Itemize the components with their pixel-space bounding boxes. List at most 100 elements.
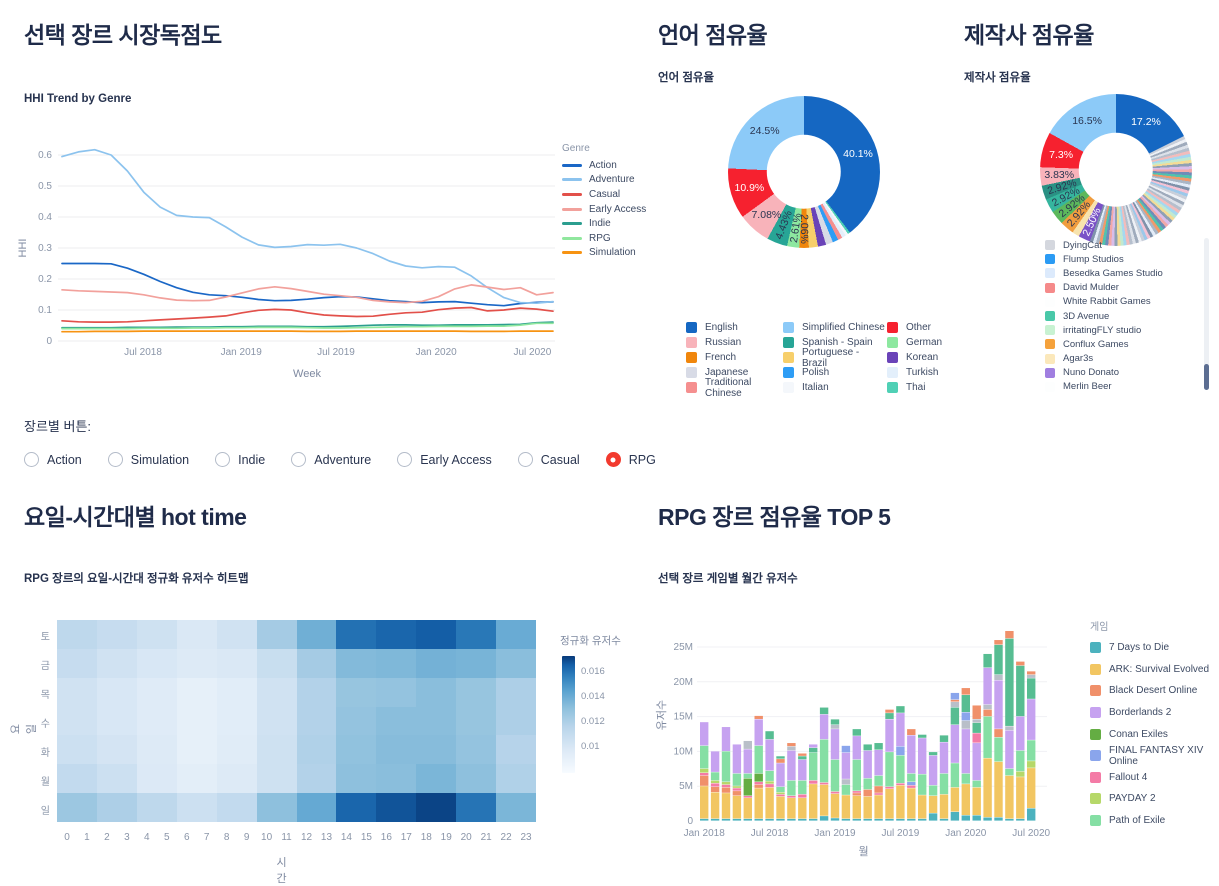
bar-segment[interactable] [950, 787, 960, 812]
bar-segment[interactable] [754, 784, 763, 788]
heatmap-cell[interactable] [136, 764, 177, 794]
bar-segment[interactable] [874, 786, 883, 793]
heatmap-cell[interactable] [496, 764, 537, 794]
bar-segment[interactable] [754, 715, 763, 719]
bar-segment[interactable] [950, 692, 960, 700]
heatmap-cell[interactable] [496, 677, 537, 707]
bar-segment[interactable] [852, 795, 861, 819]
bar-segment[interactable] [765, 770, 774, 781]
heatmap-cell[interactable] [216, 648, 257, 678]
bar-segment[interactable] [961, 729, 970, 774]
heatmap-cell[interactable] [336, 764, 377, 794]
heatmap-cell[interactable] [376, 648, 417, 678]
bar-segment[interactable] [994, 644, 1003, 675]
bar-segment[interactable] [1005, 726, 1014, 731]
heatmap-cell[interactable] [57, 648, 97, 678]
radio-option-rpg[interactable]: RPG [605, 452, 656, 467]
bar-segment[interactable] [918, 774, 927, 795]
bar-segment[interactable] [994, 674, 1003, 681]
bar-segment[interactable] [918, 738, 927, 774]
bar-segment[interactable] [700, 818, 709, 821]
bar-segment[interactable] [950, 763, 960, 788]
bar-segment[interactable] [841, 779, 851, 785]
bar-segment[interactable] [950, 724, 960, 763]
bar-segment[interactable] [743, 818, 752, 821]
bar-segment[interactable] [841, 784, 851, 795]
bar-segment[interactable] [743, 778, 752, 796]
bar-segment[interactable] [874, 750, 883, 776]
bar-segment[interactable] [743, 795, 752, 798]
bar-segment[interactable] [1016, 716, 1025, 751]
bar-segment[interactable] [961, 695, 970, 713]
bar-segment[interactable] [787, 818, 796, 821]
bar-segment[interactable] [983, 704, 992, 710]
bar-segment[interactable] [863, 818, 872, 821]
bar-segment[interactable] [928, 755, 938, 786]
bar-segment[interactable] [907, 788, 916, 819]
bar-segment[interactable] [732, 818, 742, 821]
bar-segment[interactable] [819, 782, 829, 785]
bar-segment[interactable] [841, 818, 851, 821]
series-line-rpg[interactable] [61, 322, 554, 330]
bar-segment[interactable] [874, 818, 883, 821]
bar-segment[interactable] [798, 756, 807, 760]
heatmap-cell[interactable] [96, 764, 137, 794]
bar-segment[interactable] [863, 778, 872, 790]
bar-segment[interactable] [972, 743, 981, 781]
heatmap-cell[interactable] [256, 764, 297, 794]
bar-segment[interactable] [776, 759, 785, 763]
legend-item-polish[interactable]: Polish [783, 365, 887, 380]
bar-segment[interactable] [830, 719, 840, 725]
bar-segment[interactable] [907, 782, 916, 786]
legend-item-german[interactable]: German [887, 335, 977, 350]
legend-item-path-of-exile[interactable]: Path of Exile [1090, 810, 1219, 832]
legend-item-besedka-games-studio[interactable]: Besedka Games Studio [1045, 266, 1163, 280]
bar-segment[interactable] [918, 734, 927, 738]
bar-segment[interactable] [983, 817, 992, 821]
bar-segment[interactable] [754, 745, 763, 774]
bar-segment[interactable] [950, 811, 960, 821]
bar-segment[interactable] [721, 787, 731, 793]
bar-segment[interactable] [983, 653, 992, 668]
radio-circle[interactable] [107, 452, 123, 467]
bar-segment[interactable] [700, 722, 709, 746]
bar-segment[interactable] [1005, 638, 1014, 726]
heatmap-cell[interactable] [336, 706, 377, 736]
genre-radio-group[interactable]: Action Simulation Indie Adventure Early Acce… [24, 452, 656, 467]
radio-circle[interactable] [605, 452, 621, 467]
hhi-line-chart[interactable]: 0 0.1 0.2 0.3 0.4 0.5 0.6 Jul 2018 Jan 2019 Jul 2… [0, 130, 560, 392]
radio-option-simulation[interactable]: Simulation [107, 452, 189, 467]
legend-item-payday-2[interactable]: PAYDAY 2 [1090, 788, 1219, 810]
heatmap-cell[interactable] [456, 620, 497, 649]
bar-segment[interactable] [754, 788, 763, 819]
heatmap-cell[interactable] [136, 706, 177, 736]
bar-segment[interactable] [907, 735, 916, 774]
bar-segment[interactable] [830, 759, 840, 792]
bar-segment[interactable] [918, 818, 927, 821]
bar-segment[interactable] [863, 796, 872, 819]
heatmap-cell[interactable] [336, 735, 377, 765]
bar-segment[interactable] [852, 736, 861, 760]
bar-segment[interactable] [798, 818, 807, 821]
bar-segment[interactable] [994, 737, 1003, 762]
bar-segment[interactable] [776, 763, 785, 787]
bar-segment[interactable] [830, 724, 840, 729]
bar-segment[interactable] [972, 722, 981, 733]
legend-item-spanish-spain[interactable]: Spanish - Spain [783, 335, 887, 350]
bar-segment[interactable] [819, 784, 829, 816]
bar-segment[interactable] [972, 787, 981, 816]
bar-segment[interactable] [841, 745, 851, 753]
heatmap-cell[interactable] [96, 793, 137, 822]
bar-segment[interactable] [700, 786, 709, 819]
legend-item-nuno-donato[interactable]: Nuno Donato [1045, 366, 1163, 380]
heatmap-cell[interactable] [336, 620, 377, 649]
legend-item-conan-exiles[interactable]: Conan Exiles [1090, 723, 1219, 745]
heatmap-cell[interactable] [296, 648, 337, 678]
bar-segment[interactable] [885, 713, 894, 719]
legend-item-other[interactable]: Other [887, 320, 977, 335]
bar-segment[interactable] [732, 791, 742, 796]
heatmap-cell[interactable] [216, 677, 257, 707]
legend-item-david-mulder[interactable]: David Mulder [1045, 281, 1163, 295]
bar-segment[interactable] [830, 818, 840, 821]
bar-segment[interactable] [874, 743, 883, 750]
